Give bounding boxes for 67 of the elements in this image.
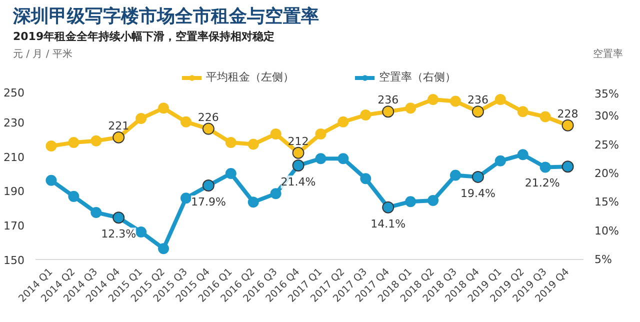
point [90,207,102,218]
data-label: 17.9% [190,196,226,209]
point [248,138,259,150]
point [315,153,326,164]
y-tick-label: 210 [4,150,25,164]
y-tick-label: 190 [4,185,25,198]
point [136,226,147,238]
y2-tick-label: 30% [594,110,619,123]
y2-tick-label: 25% [594,138,619,152]
point [405,102,416,114]
data-label: 12.3% [101,228,136,241]
point [540,162,551,173]
point [540,111,551,122]
point [136,113,147,124]
chart-subtitle: 2019年租金全年持续小幅下滑，空置率保持相对稳定 [13,29,276,44]
point [360,110,372,121]
data-label: 226 [198,110,219,124]
data-label: 14.1% [370,217,406,230]
point [315,128,326,140]
legend-label: 空置率（右侧） [379,70,456,85]
y2-tick-label: 10% [594,224,619,238]
point [517,106,528,118]
point [338,153,349,164]
y2-tick-label: 35% [594,88,619,101]
point [270,188,282,200]
point [68,137,80,148]
point [225,168,236,180]
point [517,149,528,160]
data-label: 19.4% [460,187,496,200]
point [46,175,57,186]
y2-tick-label: 5% [594,253,612,266]
data-label: 228 [557,107,578,120]
data-label: 236 [467,94,488,107]
point [68,191,80,202]
y2-tick-label: 15% [594,196,619,209]
data-label: 21.2% [524,176,560,190]
point [494,94,506,106]
point [225,137,236,148]
chart-title: 深圳甲级写字楼市场全市租金与空置率 [13,5,320,29]
point [428,94,439,106]
data-label: 221 [108,120,130,133]
y-axis-title: 元 / 月 / 平米 [13,48,72,61]
point [428,195,439,206]
data-label: 21.4% [280,176,316,189]
point [494,156,506,167]
point [180,192,192,204]
point [450,96,461,107]
y-tick-label: 230 [4,116,25,130]
point [450,170,461,181]
point [180,116,192,128]
point [248,196,259,208]
point [270,128,282,140]
legend-label: 平均租金（左侧） [206,70,294,85]
y-tick-label: 170 [4,220,25,233]
point [338,116,349,128]
point [158,243,170,254]
point [46,140,57,152]
y-tick-label: 150 [4,254,25,268]
point [90,135,102,146]
point [360,173,372,184]
y-tick-label: 250 [4,86,25,100]
y2-axis-title: 空置率 [593,48,623,61]
y2-tick-label: 20% [594,167,619,180]
data-label: 236 [378,94,399,107]
point [405,196,416,208]
point [158,102,170,114]
data-label: 212 [288,135,309,148]
